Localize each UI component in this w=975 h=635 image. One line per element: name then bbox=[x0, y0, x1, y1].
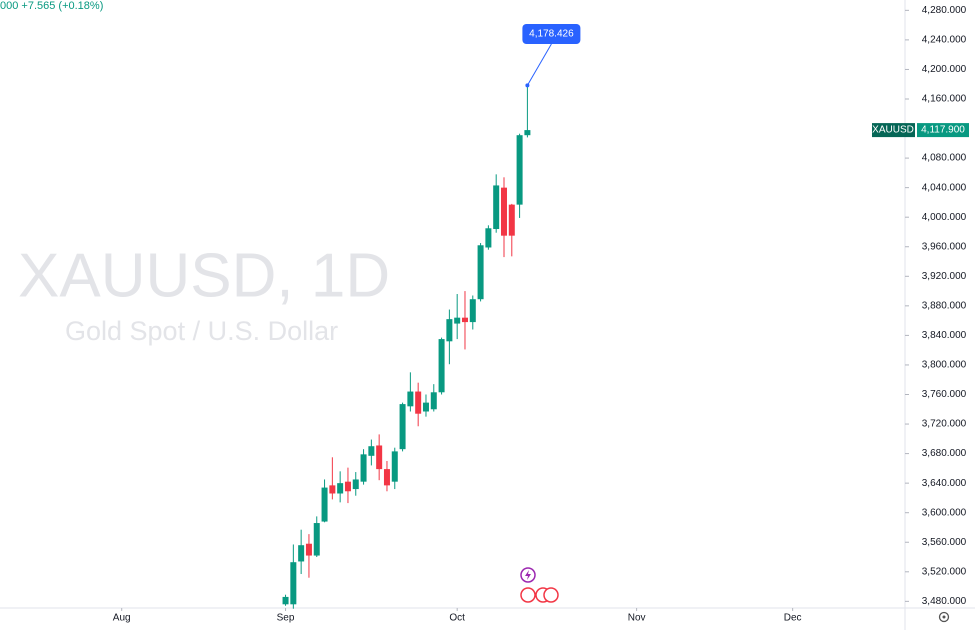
candle-body bbox=[298, 545, 305, 562]
y-tick-label: 3,520.000 bbox=[922, 566, 967, 577]
candle-body bbox=[321, 487, 328, 522]
candle-body bbox=[391, 451, 398, 482]
x-tick-label: Dec bbox=[784, 613, 802, 624]
candle-body bbox=[352, 479, 359, 490]
candle-body bbox=[360, 454, 367, 482]
candle-body bbox=[477, 245, 484, 300]
y-tick-label: 3,560.000 bbox=[922, 537, 967, 548]
y-tick-label: 3,880.000 bbox=[922, 300, 967, 311]
header-change: 000 +7.565 (+0.18%) bbox=[0, 0, 103, 12]
candle-body bbox=[313, 523, 320, 556]
candle-body bbox=[290, 562, 297, 605]
price-tag-box bbox=[917, 123, 969, 138]
price-tag-symbol-box bbox=[872, 123, 915, 138]
candle-body bbox=[399, 404, 406, 450]
candle-body bbox=[329, 485, 336, 494]
y-tick-label: 4,080.000 bbox=[922, 153, 967, 164]
candle-body bbox=[461, 317, 468, 323]
candle-body bbox=[407, 391, 414, 407]
price-tag-symbol: XAUUSD bbox=[872, 125, 914, 136]
y-tick-label: 3,680.000 bbox=[922, 448, 967, 459]
candle-body bbox=[422, 402, 429, 412]
y-tick-label: 4,280.000 bbox=[922, 5, 967, 16]
candle-body bbox=[438, 339, 445, 393]
candle-body bbox=[337, 483, 344, 494]
y-tick-label: 3,840.000 bbox=[922, 330, 967, 341]
candle-body bbox=[282, 596, 289, 605]
candle-body bbox=[376, 445, 383, 470]
y-tick-label: 4,160.000 bbox=[922, 94, 967, 105]
candle-body bbox=[383, 469, 390, 486]
price-tag-label: 4,117.900 bbox=[921, 125, 965, 136]
x-tick-label: Sep bbox=[277, 613, 295, 624]
event-icons bbox=[520, 567, 559, 603]
candle-body bbox=[516, 135, 523, 205]
candle-body bbox=[508, 204, 515, 236]
y-tick-label: 4,040.000 bbox=[922, 182, 967, 193]
watermark-title: XAUUSD, 1D bbox=[18, 241, 390, 310]
candle-body bbox=[485, 228, 492, 248]
y-tick-label: 3,600.000 bbox=[922, 507, 967, 518]
candle-body bbox=[493, 185, 500, 230]
x-tick-label: Aug bbox=[113, 613, 131, 624]
x-tick-label: Oct bbox=[449, 613, 465, 624]
candle-body bbox=[344, 481, 351, 492]
high-callout-label: 4,178.426 bbox=[529, 29, 574, 40]
y-tick-label: 3,480.000 bbox=[922, 596, 967, 607]
candle-body bbox=[446, 319, 453, 342]
y-tick-label: 3,960.000 bbox=[922, 241, 967, 252]
candle-body bbox=[524, 130, 531, 136]
y-tick-label: 4,200.000 bbox=[922, 64, 967, 75]
settings-icon[interactable] bbox=[938, 611, 950, 623]
y-tick-label: 3,800.000 bbox=[922, 360, 967, 371]
watermark-subtitle: Gold Spot / U.S. Dollar bbox=[65, 316, 338, 346]
high-callout-box bbox=[522, 24, 581, 44]
y-tick-label: 3,720.000 bbox=[922, 419, 967, 430]
high-callout-line bbox=[526, 43, 552, 86]
x-tick-label: Nov bbox=[628, 613, 646, 624]
candle-body bbox=[415, 391, 422, 414]
candle-body bbox=[454, 317, 461, 324]
candle-body bbox=[500, 187, 507, 236]
y-tick-label: 4,240.000 bbox=[922, 35, 967, 46]
candle-body bbox=[368, 446, 375, 456]
candle-body bbox=[469, 299, 476, 323]
candle-body bbox=[305, 543, 312, 556]
y-tick-label: 3,640.000 bbox=[922, 478, 967, 489]
y-tick-label: 4,000.000 bbox=[922, 212, 967, 223]
high-point bbox=[525, 83, 530, 88]
y-tick-label: 3,760.000 bbox=[922, 389, 967, 400]
y-tick-label: 3,920.000 bbox=[922, 271, 967, 282]
candle-body bbox=[430, 392, 437, 410]
